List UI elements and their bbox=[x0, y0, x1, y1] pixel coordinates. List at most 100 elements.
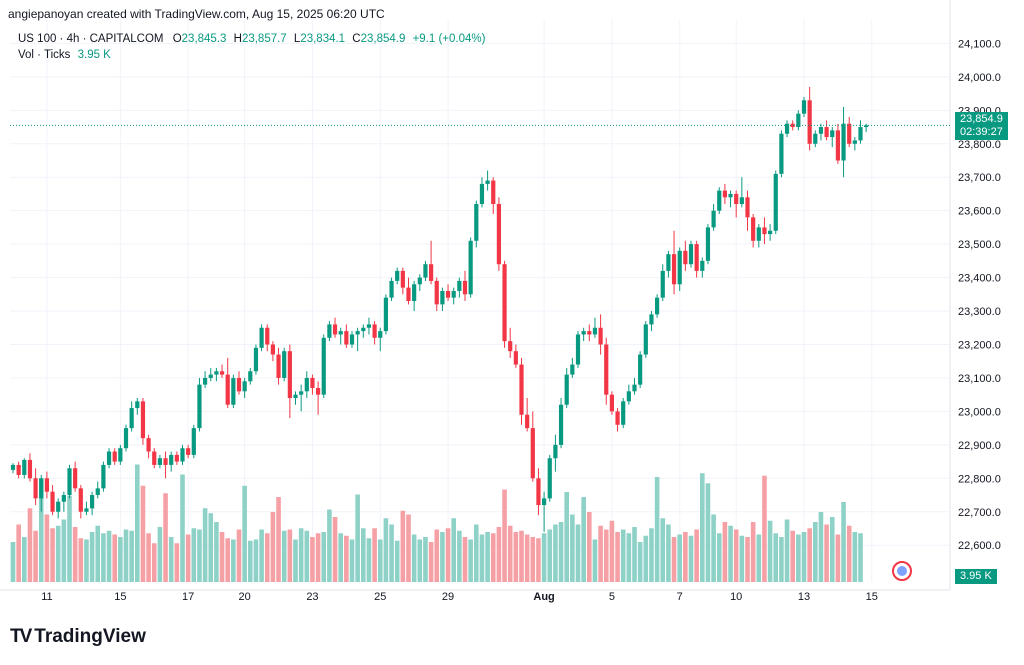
volume-bar bbox=[547, 529, 553, 582]
volume-bar bbox=[151, 543, 157, 582]
candle-body bbox=[694, 244, 699, 271]
volume-bar bbox=[361, 528, 366, 582]
candle-body bbox=[123, 428, 129, 449]
volume-bar bbox=[835, 534, 841, 582]
volume-bar bbox=[728, 525, 733, 582]
volume-bar bbox=[858, 533, 863, 582]
candle-body bbox=[112, 451, 117, 462]
volume-bar bbox=[570, 514, 575, 582]
volume-bar bbox=[462, 537, 468, 582]
volume-bar bbox=[366, 538, 372, 582]
candle-body bbox=[361, 327, 366, 332]
candle-body bbox=[773, 173, 778, 231]
volume-bar bbox=[626, 533, 632, 582]
volume-bar bbox=[146, 533, 151, 582]
x-tick-label: 25 bbox=[374, 591, 386, 603]
volume-bar bbox=[293, 539, 298, 582]
y-tick-label: 24,000.0 bbox=[958, 72, 1001, 84]
y-tick-label: 22,600.0 bbox=[958, 540, 1001, 552]
volume-bar bbox=[135, 464, 140, 582]
candle-body bbox=[479, 183, 485, 204]
last-volume-tag: 3.95 K bbox=[955, 569, 997, 584]
candle-body bbox=[745, 197, 750, 218]
candle-body bbox=[372, 324, 377, 338]
candle-body bbox=[276, 354, 281, 378]
candle-body bbox=[621, 401, 626, 425]
volume-bar bbox=[236, 529, 242, 582]
volume-bar bbox=[67, 495, 72, 582]
candle-body bbox=[864, 125, 869, 128]
candle-body bbox=[73, 468, 78, 489]
volume-bar bbox=[445, 528, 451, 582]
volume-bar bbox=[259, 529, 264, 582]
volume-bar bbox=[355, 494, 360, 582]
y-tick-label: 23,200.0 bbox=[958, 339, 1001, 351]
volume-bar bbox=[457, 530, 462, 582]
candle-body bbox=[332, 324, 338, 335]
candle-body bbox=[462, 280, 468, 295]
candle-body bbox=[338, 331, 343, 335]
volume-bar bbox=[281, 530, 287, 582]
candle-body bbox=[146, 438, 151, 452]
volume-bar bbox=[801, 532, 807, 582]
candle-body bbox=[400, 270, 405, 288]
candle-body bbox=[22, 459, 27, 475]
candle-body bbox=[796, 113, 801, 128]
symbol-label[interactable]: US 100 · 4h · CAPITALCOM bbox=[18, 33, 164, 45]
y-tick-label: 22,700.0 bbox=[958, 507, 1001, 519]
volume-bar bbox=[558, 522, 564, 582]
close-label: C bbox=[352, 33, 361, 45]
candle-body bbox=[564, 374, 569, 405]
volume-bar bbox=[38, 478, 44, 582]
volume-bar bbox=[592, 539, 598, 582]
volume-bar bbox=[287, 529, 293, 582]
x-tick-label: Aug bbox=[533, 591, 554, 603]
volume-bar bbox=[383, 518, 389, 582]
tradingview-logo[interactable]: TV TradingView bbox=[10, 626, 146, 648]
volume-bar bbox=[784, 519, 790, 582]
candle-body bbox=[445, 290, 451, 298]
candle-body bbox=[530, 428, 535, 479]
volume-bar bbox=[756, 534, 762, 582]
candle-body bbox=[78, 488, 83, 512]
y-tick-label: 23,100.0 bbox=[958, 373, 1001, 385]
volume-bar bbox=[779, 537, 784, 582]
candle-body bbox=[95, 488, 100, 496]
volume-label[interactable]: Vol · Ticks bbox=[18, 49, 71, 61]
volume-bar bbox=[643, 535, 649, 582]
open-value: 23,845.3 bbox=[181, 33, 227, 45]
volume-bar bbox=[61, 519, 67, 582]
volume-bar bbox=[332, 517, 338, 582]
volume-bar bbox=[191, 528, 197, 582]
candle-body bbox=[287, 351, 292, 399]
candle-body bbox=[575, 334, 581, 365]
volume-bar bbox=[157, 527, 163, 582]
candle-body bbox=[813, 133, 818, 144]
volume-bar bbox=[796, 534, 801, 582]
candle-body bbox=[830, 130, 835, 138]
author-credit: angiepanoyan created with TradingView.co… bbox=[8, 7, 385, 21]
volume-bar bbox=[773, 533, 779, 582]
candle-body bbox=[440, 290, 445, 305]
candle-body bbox=[163, 458, 168, 465]
low-value: 23,834.1 bbox=[300, 33, 346, 45]
candle-body bbox=[660, 270, 665, 298]
candle-body bbox=[756, 227, 761, 241]
candle-body bbox=[457, 280, 462, 291]
volume-value: 3.95 K bbox=[77, 49, 111, 61]
candle-body bbox=[270, 344, 275, 355]
volume-bar bbox=[564, 492, 569, 582]
volume-bar bbox=[587, 512, 592, 582]
candle-body bbox=[208, 374, 213, 378]
volume-bar bbox=[660, 518, 666, 582]
volume-bar bbox=[666, 524, 671, 582]
candle-body bbox=[27, 459, 33, 479]
volume-bar bbox=[197, 529, 202, 582]
candle-body bbox=[508, 341, 513, 352]
candle-body bbox=[485, 180, 490, 184]
candle-body bbox=[671, 254, 677, 285]
brand-name: TradingView bbox=[34, 626, 146, 647]
candle-body bbox=[666, 254, 671, 271]
volume-bar bbox=[276, 497, 281, 582]
